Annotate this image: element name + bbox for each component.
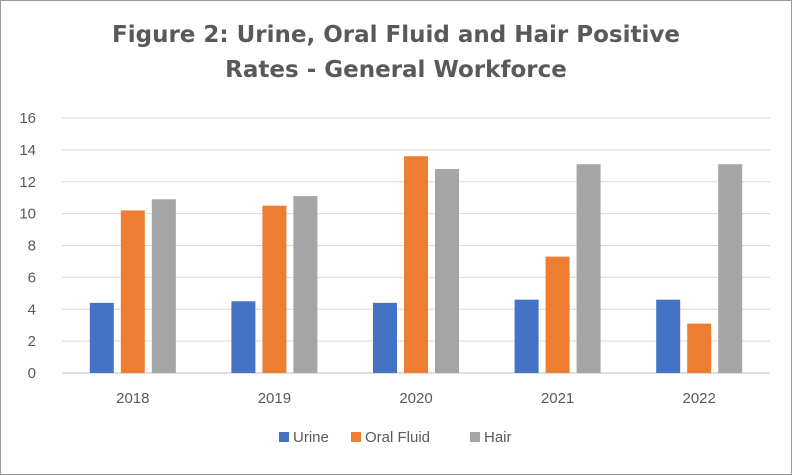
legend-label-oral-fluid: Oral Fluid <box>365 429 430 446</box>
y-tick-label: 2 <box>28 333 36 350</box>
x-tick-label: 2022 <box>683 390 716 407</box>
chart-title: Figure 2: Urine, Oral Fluid and Hair Pos… <box>0 18 792 88</box>
y-tick-label: 16 <box>19 110 36 127</box>
legend-swatch-hair <box>470 432 480 442</box>
bar-oral-fluid-2020 <box>404 156 428 373</box>
y-tick-label: 6 <box>28 269 36 286</box>
bar-hair-2018 <box>151 199 176 373</box>
y-tick-label: 14 <box>19 142 36 159</box>
x-tick-label: 2021 <box>541 390 574 407</box>
bar-oral-fluid-2021 <box>545 256 570 373</box>
y-tick-label: 8 <box>28 238 36 255</box>
y-tick-label: 12 <box>19 174 36 191</box>
bar-urine-2018 <box>89 302 114 373</box>
legend-swatch-oral-fluid <box>351 432 361 442</box>
y-tick-label: 0 <box>28 365 36 382</box>
legend-swatch-urine <box>279 432 289 442</box>
y-axis-ticks: 0 2 4 6 8 10 12 14 16 <box>19 110 36 382</box>
x-tick-label: 2018 <box>116 390 149 407</box>
bar-oral-fluid-2022 <box>687 323 712 373</box>
legend-label-urine: Urine <box>293 429 329 446</box>
bar-hair-2021 <box>576 164 601 373</box>
x-tick-label: 2019 <box>258 390 291 407</box>
bar-urine-2022 <box>656 299 681 373</box>
legend-label-hair: Hair <box>484 429 512 446</box>
bar-hair-2020 <box>435 169 459 373</box>
bar-urine-2020 <box>373 302 397 373</box>
chart-title-line-2: Rates - General Workforce <box>225 57 567 83</box>
x-axis-ticks: 2018 2019 2020 2021 2022 <box>116 390 716 407</box>
legend: Urine Oral Fluid Hair <box>279 429 512 446</box>
y-tick-label: 10 <box>19 206 36 223</box>
bar-urine-2019 <box>231 301 256 373</box>
bar-oral-fluid-2019 <box>262 205 287 373</box>
chart-title-line-1: Figure 2: Urine, Oral Fluid and Hair Pos… <box>112 22 680 48</box>
bars <box>89 156 743 373</box>
bar-hair-2019 <box>293 196 318 373</box>
y-tick-label: 4 <box>28 301 36 318</box>
bar-oral-fluid-2018 <box>120 210 145 373</box>
x-tick-label: 2020 <box>399 390 432 407</box>
bar-hair-2022 <box>718 164 743 373</box>
bar-urine-2021 <box>514 299 539 373</box>
